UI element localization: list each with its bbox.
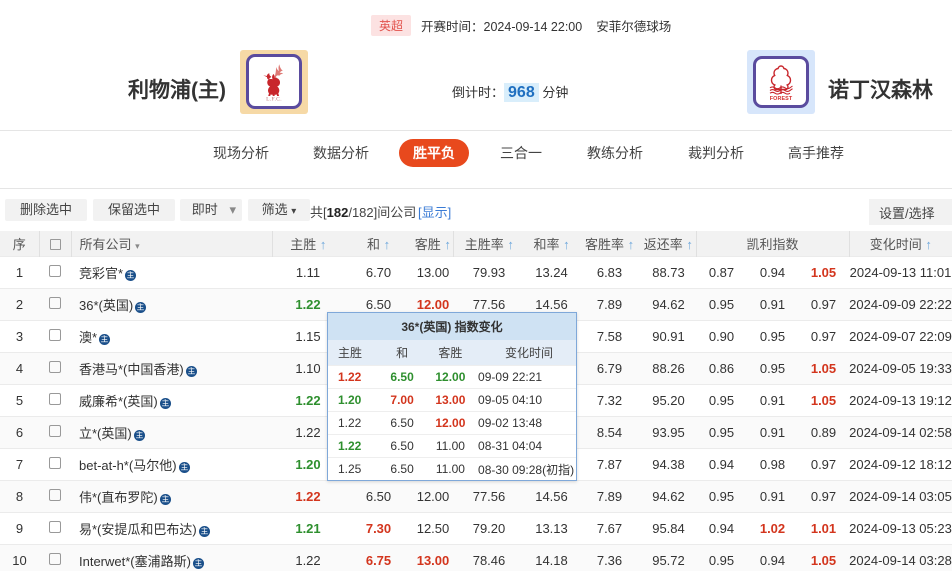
- svg-text:FOREST: FOREST: [770, 96, 793, 102]
- svg-text:L.F.C.: L.F.C.: [266, 96, 282, 102]
